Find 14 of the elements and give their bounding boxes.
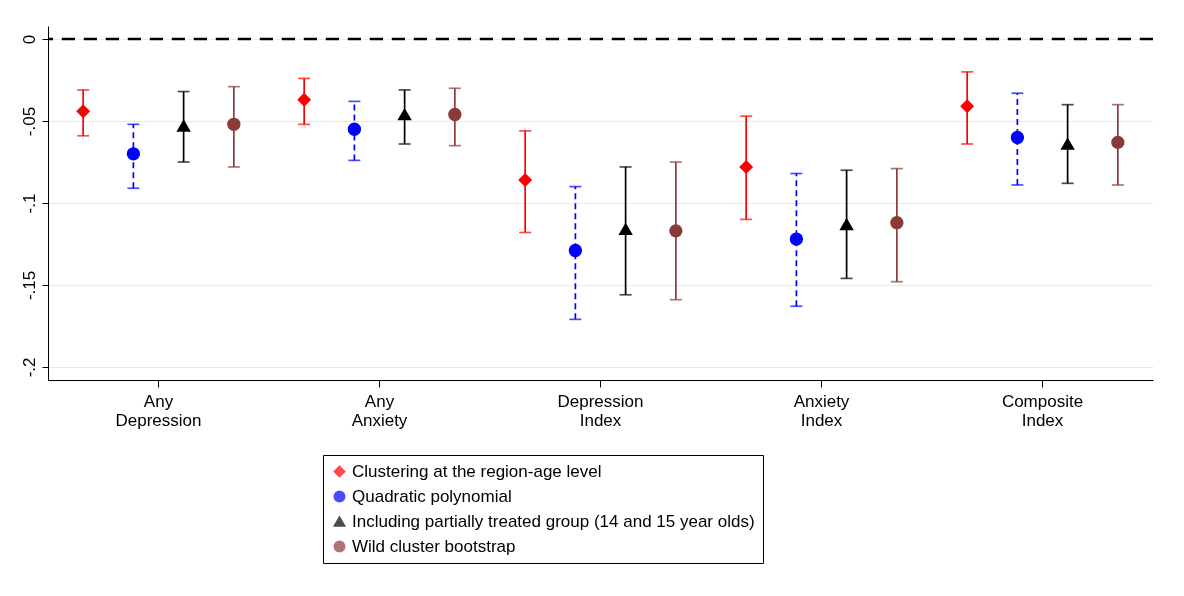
x-tick-label: Depression Index bbox=[557, 391, 644, 430]
legend-label: Clustering at the region-age level bbox=[352, 461, 602, 481]
x-tick-label: Any Depression bbox=[115, 391, 202, 430]
x-tick-label: Anxiety Index bbox=[793, 391, 850, 430]
x-tick-label: Any Anxiety bbox=[351, 391, 408, 430]
y-tick-label: -.1 bbox=[19, 193, 39, 214]
y-tick-label: -.2 bbox=[19, 357, 39, 378]
x-tick-label: Composite Index bbox=[1001, 391, 1084, 430]
legend-label: Including partially treated group (14 and 15 year olds) bbox=[352, 511, 755, 531]
y-tick-label: -.15 bbox=[19, 270, 39, 301]
legend-label: Quadratic polynomial bbox=[352, 486, 512, 506]
y-tick-label: 0 bbox=[19, 34, 39, 45]
y-tick-label: -.05 bbox=[19, 106, 39, 137]
legend-label: Wild cluster bootstrap bbox=[352, 536, 516, 556]
